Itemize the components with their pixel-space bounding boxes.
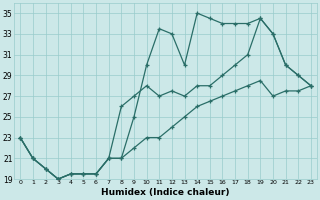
- X-axis label: Humidex (Indice chaleur): Humidex (Indice chaleur): [101, 188, 230, 197]
